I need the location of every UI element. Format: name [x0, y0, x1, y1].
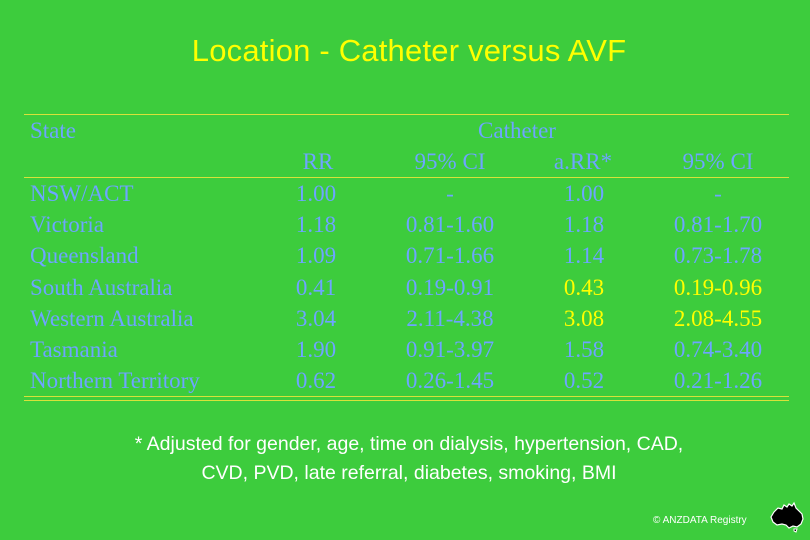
header-catheter: Catheter: [478, 118, 556, 143]
australia-map-icon: [770, 501, 804, 533]
cell-ci-unadjusted: 0.71-1.66: [405, 243, 495, 269]
cell-ci-adjusted: 0.73-1.78: [673, 243, 763, 269]
cell-ci-adjusted: 2.08-4.55: [673, 305, 763, 331]
cell-state: Queensland: [30, 243, 139, 269]
table-bottom-rule: [24, 396, 789, 397]
header-bottom-rule: [24, 177, 789, 178]
cell-ci-adjusted: 0.19-0.96: [673, 274, 763, 300]
cell-rr: 3.04: [295, 305, 337, 331]
cell-rr: 1.90: [295, 337, 337, 362]
cell-ci-unadjusted: -: [446, 181, 454, 206]
table-top-rule: [24, 114, 789, 115]
cell-state: Victoria: [30, 212, 104, 238]
cell-state: South Australia: [30, 274, 173, 300]
cell-rr: 1.00: [295, 181, 337, 206]
cell-ci-unadjusted: 0.26-1.45: [405, 368, 495, 394]
page-title: Location - Catheter versus AVF: [191, 33, 627, 68]
cell-ci-adjusted: 0.81-1.70: [673, 212, 763, 238]
cell-adjusted-rr: 3.08: [563, 305, 605, 331]
cell-rr: 1.09: [295, 243, 337, 269]
header-ci-unadjusted: 95% CI: [414, 149, 486, 174]
cell-rr: 0.62: [295, 368, 337, 394]
cell-adjusted-rr: 1.18: [563, 212, 605, 238]
copyright-credit: © ANZDATA Registry: [653, 515, 747, 526]
cell-adjusted-rr: 0.43: [563, 274, 605, 300]
cell-rr: 0.41: [295, 274, 337, 300]
header-rr: RR: [302, 149, 334, 174]
cell-ci-adjusted: -: [714, 181, 722, 206]
cell-rr: 1.18: [295, 212, 337, 238]
cell-adjusted-rr: 0.52: [563, 368, 605, 394]
cell-ci-unadjusted: 0.81-1.60: [405, 212, 495, 238]
header-state: State: [30, 118, 76, 143]
cell-ci-unadjusted: 2.11-4.38: [406, 305, 494, 331]
cell-adjusted-rr: 1.14: [563, 243, 605, 269]
footnote: * Adjusted for gender, age, time on dial…: [0, 430, 810, 488]
header-ci-adjusted: 95% CI: [682, 149, 754, 174]
table-bottom-rule-double: [24, 400, 789, 401]
footnote-line-1: * Adjusted for gender, age, time on dial…: [134, 433, 684, 455]
cell-state: NSW/ACT: [30, 181, 134, 206]
cell-ci-unadjusted: 0.19-0.91: [405, 274, 495, 300]
footnote-line-2: CVD, PVD, late referral, diabetes, smoki…: [201, 462, 617, 484]
header-adjusted-rr: a.RR*: [553, 149, 613, 174]
cell-ci-adjusted: 0.74-3.40: [673, 337, 763, 362]
cell-state: Northern Territory: [30, 368, 200, 394]
cell-ci-unadjusted: 0.91-3.97: [405, 337, 495, 362]
cell-state: Western Australia: [30, 305, 194, 331]
cell-state: Tasmania: [30, 337, 118, 362]
cell-ci-adjusted: 0.21-1.26: [673, 368, 763, 394]
cell-adjusted-rr: 1.00: [563, 181, 605, 206]
cell-adjusted-rr: 1.58: [563, 337, 605, 362]
